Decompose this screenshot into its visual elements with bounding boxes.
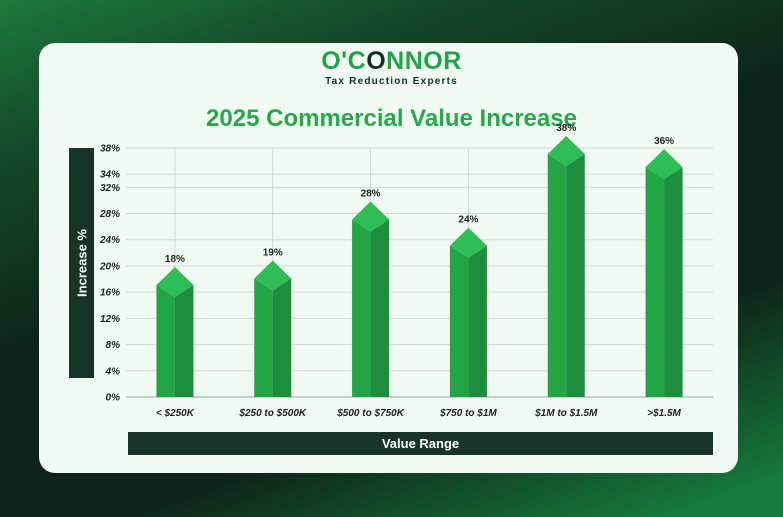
logo-word-part-3: NNOR bbox=[386, 47, 462, 75]
y-axis-label-box: Increase % bbox=[69, 148, 94, 378]
x-tick-label: $500 to $750K bbox=[336, 408, 404, 419]
y-tick-label: 28% bbox=[99, 209, 120, 220]
bar-top bbox=[645, 149, 683, 180]
bars bbox=[156, 136, 683, 397]
bar-face-right bbox=[664, 167, 683, 397]
bar bbox=[449, 227, 487, 397]
bar bbox=[547, 136, 585, 397]
y-tick-label: 24% bbox=[99, 235, 120, 246]
data-label: 18% bbox=[165, 254, 185, 265]
y-tick-label: 20% bbox=[99, 261, 120, 272]
x-tick-label: < $250K bbox=[156, 408, 195, 419]
bar-top bbox=[352, 201, 390, 232]
bar-face-right bbox=[272, 278, 292, 397]
data-labels: 18% 19% 28% 24% 38% 36% bbox=[165, 123, 674, 265]
bar-face-left bbox=[547, 154, 567, 397]
bar-top bbox=[156, 267, 194, 298]
logo-word-part-1: O'C bbox=[321, 47, 367, 75]
y-tick-label: 16% bbox=[100, 288, 120, 299]
y-tick-label: 8% bbox=[106, 340, 121, 351]
bar bbox=[156, 267, 194, 397]
chart-title: 2025 Commercial Value Increase bbox=[206, 105, 577, 132]
bar-face-right bbox=[174, 285, 194, 397]
bar-face-left bbox=[156, 285, 175, 397]
data-label: 19% bbox=[263, 248, 283, 259]
y-tick-labels: 0% 4% 8% 12% 16% 20% 24% 28% 32% 34% 38% bbox=[99, 144, 120, 404]
bar-top bbox=[254, 260, 292, 291]
bar-face-left bbox=[449, 245, 469, 397]
x-tick-label: >$1.5M bbox=[647, 408, 681, 419]
bar-face-right bbox=[370, 219, 390, 397]
x-tick-label: $750 to $1M bbox=[439, 408, 497, 419]
bar-face-left bbox=[352, 219, 371, 397]
data-label: 28% bbox=[361, 189, 381, 200]
data-label: 38% bbox=[556, 123, 576, 134]
bar-face-left bbox=[254, 278, 273, 397]
bar bbox=[352, 201, 390, 397]
bar-top bbox=[449, 227, 487, 258]
bar-face-left bbox=[645, 167, 665, 397]
bar bbox=[645, 149, 683, 397]
y-tick-label: 4% bbox=[105, 366, 121, 377]
x-axis-label: Value Range bbox=[128, 432, 713, 455]
category-labels: < $250K $250 to $500K $500 to $750K $750 to… bbox=[156, 408, 682, 419]
data-label: 36% bbox=[654, 136, 674, 147]
x-tick-label: $1M to $1.5M bbox=[534, 408, 598, 419]
bar-face-right bbox=[468, 245, 487, 397]
x-tick-label: $250 to $500K bbox=[238, 408, 306, 419]
oconnor-logo: O'CONNOR Tax Reduction Experts bbox=[0, 49, 783, 88]
logo-word-part-2: O bbox=[366, 47, 387, 75]
y-tick-label: 38% bbox=[100, 144, 120, 155]
grid-lines bbox=[126, 147, 713, 398]
data-label: 24% bbox=[458, 215, 478, 226]
y-tick-label: 34% bbox=[100, 170, 120, 181]
logo-wordmark: O'CONNOR bbox=[0, 49, 783, 74]
y-tick-label: 12% bbox=[100, 314, 120, 325]
y-tick-label: 0% bbox=[106, 393, 121, 404]
bar bbox=[254, 260, 292, 397]
logo-tagline: Tax Reduction Experts bbox=[325, 76, 458, 87]
bar-top bbox=[547, 136, 585, 166]
bar-face-right bbox=[566, 154, 585, 397]
y-tick-label: 32% bbox=[100, 183, 120, 194]
